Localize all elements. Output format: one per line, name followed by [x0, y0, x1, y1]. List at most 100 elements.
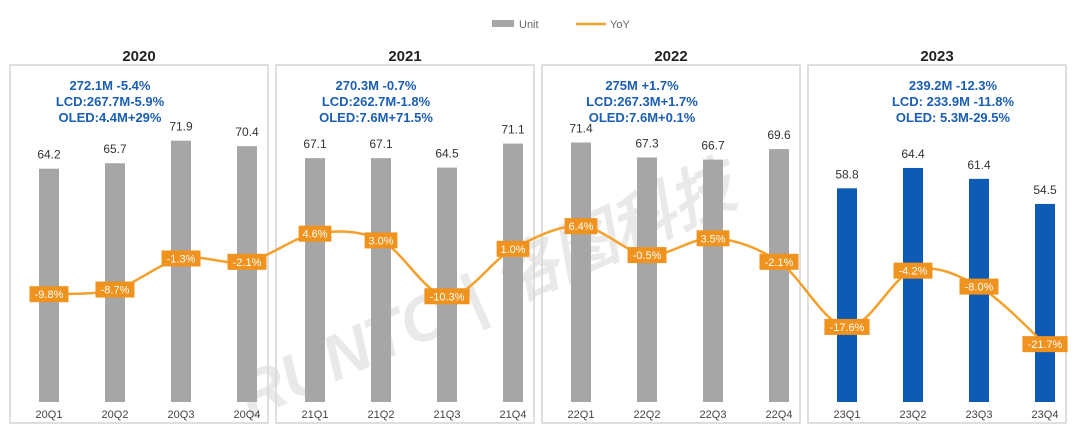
bar-label-22Q1: 71.4 [569, 122, 593, 136]
yoy-label-22Q2: -0.5% [627, 247, 667, 264]
bar-value-labels: 64.2 65.7 71.9 70.4 67.1 67.1 64.5 71.1 71.4 67.3… [37, 120, 1057, 197]
yoy-label-20Q3: -1.3% [161, 250, 201, 267]
yoy-label-bg-23Q1 [824, 318, 870, 335]
summary-2022-line-1: 275M +1.7% [605, 78, 679, 93]
bar-label-21Q1: 67.1 [303, 137, 327, 151]
bar-21Q1 [305, 158, 325, 402]
yoy-label-22Q1: 6.4% [564, 218, 598, 235]
yoy-label-text-22Q4: -2.1% [765, 257, 794, 269]
yoy-label-21Q1: 4.6% [298, 225, 332, 242]
tick-23Q2: 23Q2 [900, 409, 927, 421]
bar-20Q1 [39, 168, 59, 402]
yoy-label-text-23Q4: -21.7% [1028, 339, 1063, 351]
bar-label-22Q2: 67.3 [635, 136, 659, 150]
bar-label-21Q3: 64.5 [435, 147, 459, 161]
yoy-label-bg-23Q4 [1022, 336, 1068, 353]
yoy-label-21Q3: -10.3% [424, 288, 470, 305]
summary-2020-line-3: OLED:4.4M+29% [59, 110, 162, 125]
bar-22Q1 [571, 142, 591, 403]
legend-unit-swatch [492, 20, 514, 27]
bar-label-23Q4: 54.5 [1033, 183, 1057, 197]
yoy-label-bg-20Q2 [95, 281, 135, 298]
yoy-label-text-23Q3: -8.0% [965, 282, 994, 294]
yoy-label-bg-20Q1 [29, 286, 69, 303]
yoy-line [48, 224, 1046, 346]
yoy-label-21Q4: 1.0% [496, 240, 530, 257]
yoy-label-bg-23Q3 [959, 278, 999, 295]
bar-label-23Q1: 58.8 [835, 167, 859, 181]
tick-20Q1: 20Q1 [36, 409, 63, 421]
tick-23Q3: 23Q3 [966, 409, 993, 421]
summary-2023-line-1: 239.2M -12.3% [909, 78, 998, 93]
panel-2023 [807, 64, 1067, 424]
year-title-2021: 2021 [388, 48, 421, 65]
panel-2020 [9, 64, 269, 424]
yoy-label-text-23Q1: -17.6% [830, 322, 865, 334]
tick-20Q3: 20Q3 [168, 409, 195, 421]
bar-22Q4 [769, 149, 789, 402]
bar-22Q3 [703, 159, 723, 402]
yoy-label-text-23Q2: -4.2% [899, 266, 928, 278]
summary-2020-line-2: LCD:267.7M-5.9% [56, 94, 165, 109]
tick-23Q4: 23Q4 [1032, 409, 1059, 421]
yoy-label-bg-20Q4 [227, 253, 267, 270]
tick-22Q3: 22Q3 [700, 409, 727, 421]
x-axis-tick-labels: 20Q1 20Q2 20Q3 20Q4 21Q1 21Q2 21Q3 21Q4 22Q1 22Q2… [36, 409, 1059, 421]
yoy-label-text-21Q3: -10.3% [430, 291, 465, 303]
yoy-label-text-22Q3: 3.5% [700, 233, 725, 245]
bar-21Q3 [437, 167, 457, 402]
bar-20Q3 [171, 140, 191, 402]
tick-22Q4: 22Q4 [766, 409, 793, 421]
bar-21Q2 [371, 158, 391, 402]
yoy-label-text-21Q1: 4.6% [302, 229, 327, 241]
legend-unit-label: Unit [519, 19, 539, 31]
legend-yoy-label: YoY [610, 19, 630, 31]
yoy-label-23Q1: -17.6% [824, 318, 870, 335]
yoy-label-23Q2: -4.2% [893, 262, 933, 279]
year-title-2020: 2020 [122, 48, 155, 65]
bar-series [39, 140, 1055, 403]
yoy-value-labels: -9.8% -8.7% -1.3% -2.1% 4.6% 3.0% -10.3% 1.0% 6.… [29, 218, 1068, 353]
year-title-2022: 2022 [654, 48, 687, 65]
yoy-label-21Q2: 3.0% [364, 232, 398, 249]
tick-21Q4: 21Q4 [500, 409, 527, 421]
yoy-label-bg-21Q4 [496, 240, 530, 257]
year-title-2023: 2023 [920, 48, 953, 65]
bar-20Q4 [237, 146, 257, 402]
tick-20Q2: 20Q2 [102, 409, 129, 421]
yoy-label-bg-21Q1 [298, 225, 332, 242]
bar-21Q4 [503, 143, 523, 402]
bar-23Q1 [837, 188, 857, 402]
yoy-label-22Q3: 3.5% [696, 230, 730, 247]
bar-label-23Q2: 64.4 [901, 147, 925, 161]
yoy-label-text-20Q2: -8.7% [101, 285, 130, 297]
yoy-label-text-21Q2: 3.0% [368, 235, 393, 247]
year-panels: 2020 272.1M -5.4%LCD:267.7M-5.9%OLED:4.4M… [9, 48, 1067, 424]
yoy-label-bg-21Q2 [364, 232, 398, 249]
summary-2023-line-2: LCD: 233.9M -11.8% [892, 94, 1015, 109]
yoy-label-text-22Q2: -0.5% [633, 250, 662, 262]
tick-20Q4: 20Q4 [234, 409, 261, 421]
yoy-label-20Q1: -9.8% [29, 286, 69, 303]
bar-label-22Q4: 69.6 [767, 128, 791, 142]
yoy-label-23Q3: -8.0% [959, 278, 999, 295]
yoy-label-text-20Q4: -2.1% [233, 257, 262, 269]
summary-2022-line-2: LCD:267.3M+1.7% [586, 94, 698, 109]
yoy-label-bg-20Q3 [161, 250, 201, 267]
yoy-label-20Q2: -8.7% [95, 281, 135, 298]
bar-22Q2 [637, 157, 657, 402]
summary-2021-line-2: LCD:262.7M-1.8% [322, 94, 431, 109]
bar-label-21Q2: 67.1 [369, 137, 393, 151]
tick-21Q2: 21Q2 [368, 409, 395, 421]
bar-23Q2 [903, 167, 923, 402]
yoy-label-bg-22Q3 [696, 230, 730, 247]
yoy-label-22Q4: -2.1% [759, 253, 799, 270]
yoy-label-bg-22Q2 [627, 247, 667, 264]
summary-2022-line-3: OLED:7.6M+0.1% [589, 110, 696, 125]
bar-label-23Q3: 61.4 [967, 158, 991, 172]
bar-label-20Q2: 65.7 [103, 142, 127, 156]
summary-2021-line-3: OLED:7.6M+71.5% [319, 110, 433, 125]
tick-22Q2: 22Q2 [634, 409, 661, 421]
yoy-label-bg-23Q2 [893, 262, 933, 279]
yoy-label-text-20Q3: -1.3% [167, 253, 196, 265]
